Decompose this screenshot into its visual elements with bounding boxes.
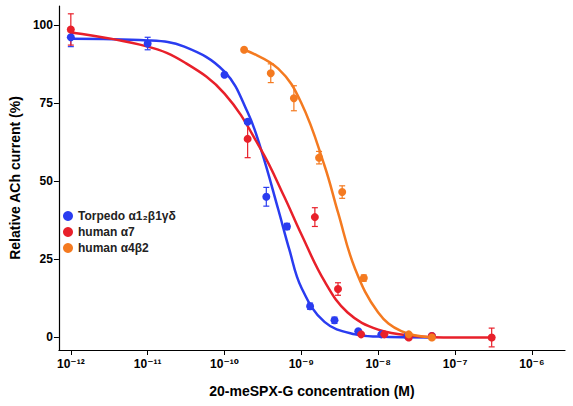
svg-text:10⁻⁷: 10⁻⁷ xyxy=(443,357,468,371)
svg-text:10⁻⁸: 10⁻⁸ xyxy=(365,357,390,371)
svg-text:75: 75 xyxy=(40,96,54,110)
svg-text:20-meSPX-G concentration (M): 20-meSPX-G concentration (M) xyxy=(209,383,414,399)
svg-text:10⁻⁶: 10⁻⁶ xyxy=(519,357,544,371)
svg-text:0: 0 xyxy=(46,330,53,344)
svg-text:10⁻¹⁰: 10⁻¹⁰ xyxy=(210,357,239,371)
svg-text:100: 100 xyxy=(33,18,53,32)
svg-text:Relative ACh current (%): Relative ACh current (%) xyxy=(7,96,23,260)
svg-text:10⁻¹²: 10⁻¹² xyxy=(57,357,85,371)
svg-text:10⁻⁹: 10⁻⁹ xyxy=(289,357,314,371)
svg-text:25: 25 xyxy=(40,252,54,266)
svg-text:Torpedo α1₂β1γδ: Torpedo α1₂β1γδ xyxy=(78,209,176,223)
svg-text:human α7: human α7 xyxy=(78,225,135,239)
svg-text:10⁻¹¹: 10⁻¹¹ xyxy=(134,357,162,371)
svg-text:50: 50 xyxy=(40,174,54,188)
svg-text:human α4β2: human α4β2 xyxy=(78,241,149,255)
